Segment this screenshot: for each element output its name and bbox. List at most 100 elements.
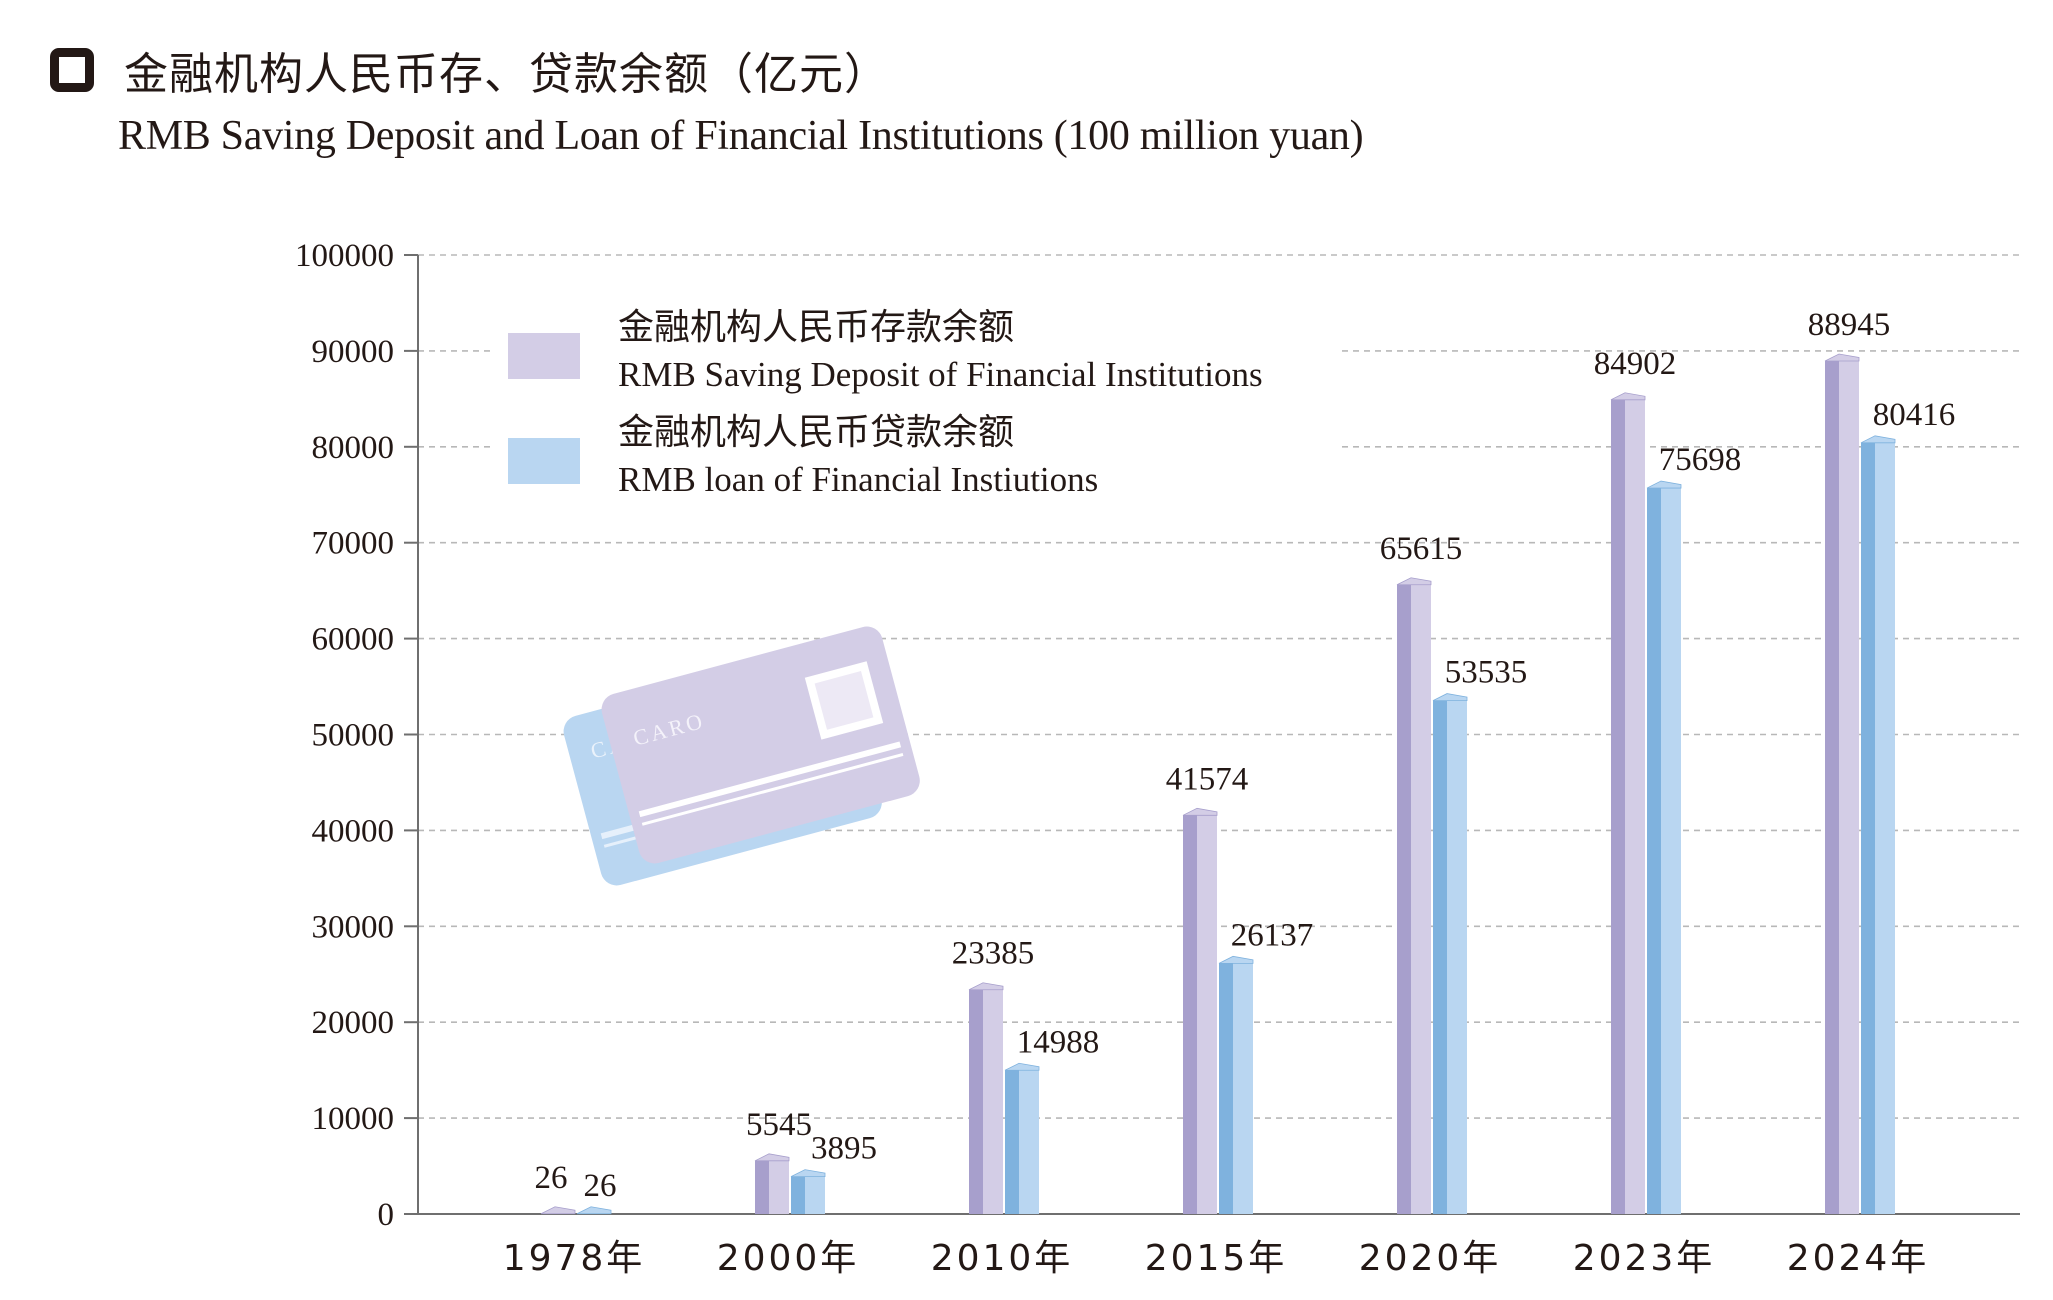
deposit-bar (1182, 807, 1218, 1214)
title-row: 金融机构人民币存、贷款余额（亿元） (50, 38, 1363, 102)
legend-label-en: RMB Saving Deposit of Financial Institut… (618, 355, 1263, 394)
y-tick-label: 60000 (312, 622, 395, 658)
y-tick-label: 80000 (312, 430, 395, 466)
loan-data-label: 14988 (1017, 1024, 1100, 1060)
loan-bar-face (1661, 488, 1681, 1215)
loan-data-label: 26 (584, 1168, 617, 1204)
y-tick-label: 30000 (312, 909, 395, 945)
y-tick-label: 70000 (312, 526, 395, 562)
deposit-data-label: 65615 (1380, 531, 1463, 567)
deposit-data-label: 84902 (1594, 346, 1677, 382)
legend-label-cn: 金融机构人民币贷款余额 (618, 412, 1014, 453)
deposit-data-label: 5545 (746, 1107, 812, 1143)
loan-bar-side (1433, 700, 1447, 1214)
x-tick-label: 1978年 (503, 1238, 646, 1279)
front-card-stripe (638, 741, 902, 818)
loan-data-label: 80416 (1873, 397, 1956, 433)
loan-bar-side (791, 1176, 805, 1214)
deposit-bar-side (1825, 361, 1839, 1214)
deposit-bar-face (1839, 361, 1859, 1214)
x-tick-label: 2023年 (1573, 1238, 1716, 1279)
deposit-data-label: 88945 (1808, 307, 1891, 343)
loan-bar-side (1219, 963, 1233, 1214)
deposit-bar (1610, 392, 1646, 1215)
y-tick-label: 90000 (312, 334, 395, 370)
bars (540, 353, 1896, 1215)
y-tick-label: 20000 (312, 1005, 395, 1041)
legend: 金融机构人民币存款余额 RMB Saving Deposit of Financi… (490, 298, 1342, 499)
deposit-bar-side (969, 989, 983, 1214)
loan-bar (1432, 693, 1468, 1214)
loan-data-label: 75698 (1659, 442, 1742, 478)
deposit-data-label: 23385 (952, 936, 1035, 972)
deposit-bar (754, 1153, 790, 1214)
y-tick-label: 10000 (312, 1101, 395, 1137)
card-chip-inner (814, 671, 874, 730)
loan-bar-top (1004, 1062, 1040, 1071)
deposit-bar-face (769, 1160, 789, 1214)
deposit-bar-side (1611, 399, 1625, 1215)
legend-background (490, 298, 1342, 496)
loan-bar-face (805, 1176, 825, 1214)
loan-bar (1646, 480, 1682, 1215)
x-tick-label: 2000年 (717, 1238, 860, 1279)
x-tick-label: 2010年 (931, 1238, 1074, 1279)
deposit-bar-face (983, 989, 1003, 1214)
loan-bar (790, 1169, 826, 1214)
deposit-bar-top (1824, 353, 1860, 362)
x-tick-label: 2024年 (1787, 1238, 1930, 1279)
loan-bar (1004, 1062, 1040, 1214)
loan-bar-top (576, 1206, 612, 1215)
x-tick-label: 2020年 (1359, 1238, 1502, 1279)
loan-bar-face (1875, 442, 1895, 1214)
deposit-bar-top (540, 1206, 576, 1215)
deposit-bar (1396, 577, 1432, 1214)
loan-bar-face (1447, 700, 1467, 1214)
deposit-bar-top (968, 982, 1004, 991)
loan-bar-face (1233, 963, 1253, 1214)
deposit-bar-side (1397, 584, 1411, 1214)
loan-bar-side (1005, 1070, 1019, 1214)
deposit-bar-top (754, 1153, 790, 1162)
deposit-data-label: 41574 (1166, 761, 1249, 797)
deposit-bar-face (1411, 584, 1431, 1214)
deposit-bar-face (1625, 399, 1645, 1215)
x-tick-label: 2015年 (1145, 1238, 1288, 1279)
deposit-bar-side (755, 1160, 769, 1214)
loan-bar-side (1647, 488, 1661, 1215)
loan-data-label: 3895 (811, 1131, 877, 1167)
loan-bar-top (790, 1169, 826, 1178)
loan-data-label: 26137 (1231, 917, 1314, 953)
y-tick-label: 0 (378, 1197, 395, 1233)
deposit-bar-top (1396, 577, 1432, 586)
front-card: CARO (601, 626, 920, 864)
legend-swatch (508, 333, 580, 379)
deposit-bar-top (1182, 807, 1218, 816)
y-tick-label: 40000 (312, 813, 395, 849)
axes: 0 10000 20000 30000 40000 50000 60000 70000 8000… (295, 238, 2020, 1279)
loan-bar-top (1432, 693, 1468, 701)
legend-label-en: RMB loan of Financial Instiutions (618, 460, 1098, 499)
deposit-bar (968, 982, 1004, 1214)
deposit-bar-side (1183, 815, 1197, 1214)
title-marker-icon (50, 48, 94, 92)
deposit-bar-face (1197, 815, 1217, 1214)
loan-bar-top (1646, 480, 1682, 489)
loan-bar (1218, 955, 1254, 1214)
loan-bar-top (1860, 435, 1896, 444)
loan-bar-face (1019, 1070, 1039, 1214)
loan-bar-side (1861, 442, 1875, 1214)
y-tick-label: 100000 (295, 238, 394, 274)
deposit-bar (540, 1206, 576, 1215)
chart-title-cn: 金融机构人民币存、贷款余额（亿元） (124, 49, 889, 100)
deposit-bar-top (1610, 392, 1646, 401)
legend-swatch (508, 438, 580, 484)
legend-label-cn: 金融机构人民币存款余额 (618, 307, 1014, 348)
front-card-stripe (641, 753, 904, 826)
chart-title-en: RMB Saving Deposit and Loan of Financial… (118, 113, 1364, 159)
loan-bar-top (1218, 955, 1254, 964)
loan-bar (1860, 435, 1896, 1214)
bank-card-icon: CA CARO (563, 626, 920, 886)
